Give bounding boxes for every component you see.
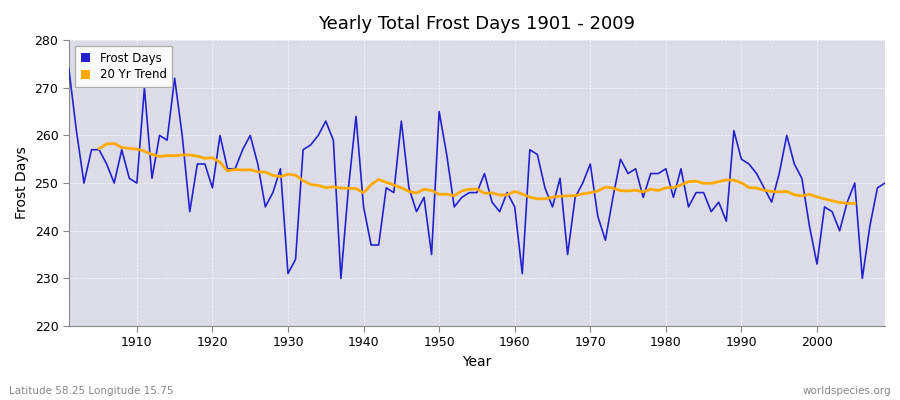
Legend: Frost Days, 20 Yr Trend: Frost Days, 20 Yr Trend <box>75 46 173 87</box>
20 Yr Trend <box>290 173 301 178</box>
Frost Days <box>517 271 527 276</box>
Text: Latitude 58.25 Longitude 15.75: Latitude 58.25 Longitude 15.75 <box>9 386 174 396</box>
Frost Days <box>336 276 346 281</box>
20 Yr Trend <box>94 146 104 151</box>
X-axis label: Year: Year <box>463 355 491 369</box>
20 Yr Trend <box>449 193 460 198</box>
Text: worldspecies.org: worldspecies.org <box>803 386 891 396</box>
Frost Days <box>124 176 135 181</box>
20 Yr Trend <box>109 141 120 146</box>
Title: Yearly Total Frost Days 1901 - 2009: Yearly Total Frost Days 1901 - 2009 <box>319 15 635 33</box>
20 Yr Trend <box>850 201 860 206</box>
20 Yr Trend <box>154 154 165 159</box>
Frost Days <box>290 257 301 262</box>
Frost Days <box>879 181 890 186</box>
Frost Days <box>343 186 354 190</box>
20 Yr Trend <box>668 185 679 190</box>
Frost Days <box>509 204 520 209</box>
Line: Frost Days: Frost Days <box>68 69 885 278</box>
Frost Days <box>63 66 74 71</box>
20 Yr Trend <box>554 194 565 198</box>
Line: 20 Yr Trend: 20 Yr Trend <box>99 144 855 204</box>
Frost Days <box>608 195 618 200</box>
20 Yr Trend <box>630 188 641 193</box>
Y-axis label: Frost Days: Frost Days <box>15 147 29 220</box>
